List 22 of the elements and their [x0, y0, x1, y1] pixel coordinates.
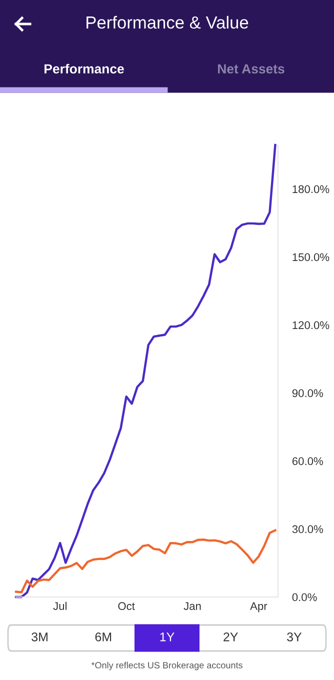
line-series [14, 144, 276, 598]
x-tick-label: Oct [118, 602, 135, 610]
text: Performance [44, 64, 124, 74]
text: 3Y [287, 632, 302, 642]
chart-title: Performance & Value [86, 16, 248, 29]
x-tick-label: Jan [184, 602, 201, 610]
text: 3M [32, 632, 48, 642]
y-tick-label: 150.0% [292, 253, 330, 262]
x-tick-label: Jul [53, 602, 66, 610]
text: *Only reflects US Brokerage accounts [91, 662, 242, 670]
y-tick-label: 60.0% [292, 457, 323, 466]
y-tick-label: 30.0% [292, 525, 323, 534]
line-series [14, 529, 276, 594]
text: 1Y [160, 632, 174, 642]
y-tick-label: 0.0% [292, 593, 317, 602]
x-tick-label: Apr [250, 602, 268, 612]
text: 2Y [224, 632, 238, 642]
y-tick-label: 180.0% [292, 185, 330, 194]
text: Net Assets [218, 64, 284, 74]
text: 6M [95, 632, 112, 642]
y-tick-label: 90.0% [292, 389, 323, 398]
y-tick-label: 120.0% [292, 321, 330, 330]
